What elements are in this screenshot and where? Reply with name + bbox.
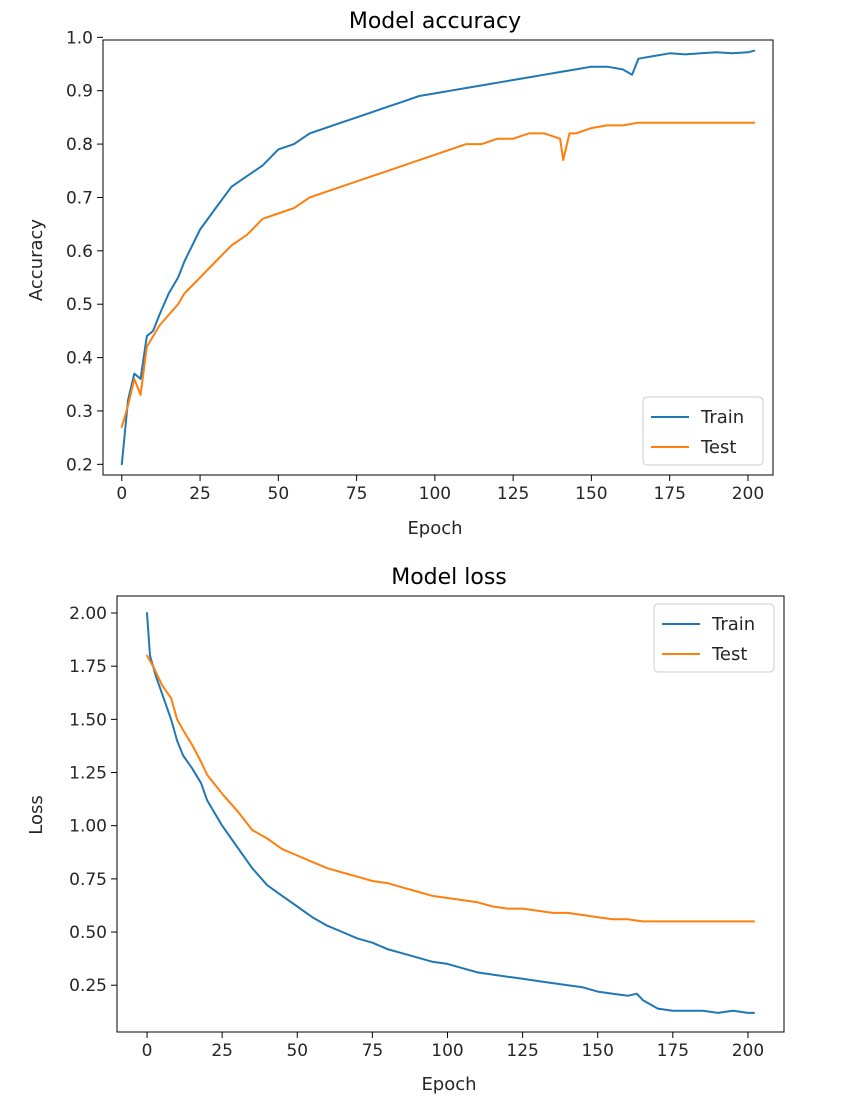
loss-x-axis-label: Epoch (421, 1074, 476, 1095)
loss-plot-area (146, 612, 755, 1014)
loss-chart: Model loss Epoch Loss 0 25 50 75 100 125 150 17… (26, 565, 785, 1095)
accuracy-series-train-line (120, 49, 756, 466)
accuracy-chart: Model accuracy Epoch Accuracy 0 25 50 75 100… (26, 9, 774, 539)
accuracy-x-tick-label-3: 75 (346, 484, 368, 504)
loss-series-train-line (146, 612, 755, 1014)
loss-axes-frame (116, 595, 785, 1033)
loss-x-tick-label-3: 75 (362, 1041, 384, 1061)
accuracy-y-tick-label-7: 0.9 (66, 82, 93, 102)
loss-legend-label-train: Train (711, 614, 755, 635)
accuracy-legend-label-train: Train (700, 407, 744, 428)
accuracy-x-tick-label-1: 25 (189, 484, 211, 504)
accuracy-axes-frame (102, 39, 774, 476)
accuracy-x-tick-label-5: 125 (497, 484, 529, 504)
accuracy-series-test-line (120, 121, 756, 428)
accuracy-legend-label-test: Test (700, 437, 736, 458)
loss-x-tick-label-7: 175 (657, 1041, 689, 1061)
accuracy-x-tick-label-2: 50 (268, 484, 290, 504)
loss-y-tick-label-0: 0.25 (69, 976, 107, 996)
loss-legend: Train Test (653, 603, 775, 673)
loss-chart-title: Model loss (391, 565, 507, 590)
accuracy-y-axis-label: Accuracy (26, 219, 47, 302)
loss-x-tick-label-1: 25 (211, 1041, 233, 1061)
loss-y-tick-label-6: 1.75 (69, 657, 107, 677)
accuracy-y-tick-label-2: 0.4 (66, 349, 93, 369)
accuracy-y-tick-label-0: 0.2 (66, 455, 93, 475)
accuracy-y-tick-label-8: 1.0 (66, 28, 93, 48)
accuracy-x-tick-label-7: 175 (653, 484, 685, 504)
loss-y-tick-label-5: 1.50 (69, 710, 107, 730)
loss-y-tick-label-4: 1.25 (69, 764, 107, 784)
loss-y-tick-label-2: 0.75 (69, 870, 107, 890)
accuracy-x-tick-label-0: 0 (116, 484, 127, 504)
loss-y-tick-label-7: 2.00 (69, 604, 107, 624)
loss-legend-label-test: Test (711, 644, 747, 665)
loss-x-tick-label-2: 50 (286, 1041, 308, 1061)
accuracy-y-tick-label-4: 0.6 (66, 242, 93, 262)
accuracy-x-tick-label-4: 100 (419, 484, 451, 504)
accuracy-ticks: 0 25 50 75 100 125 150 175 200 0.2 0.3 0.4 0.5 0.6 0.7… (66, 28, 764, 504)
loss-y-tick-label-3: 1.00 (69, 817, 107, 837)
accuracy-x-tick-label-8: 200 (732, 484, 764, 504)
accuracy-y-tick-label-3: 0.5 (66, 295, 93, 315)
accuracy-plot-area (120, 49, 756, 466)
accuracy-x-tick-label-6: 150 (575, 484, 607, 504)
accuracy-legend: Train Test (642, 396, 764, 466)
loss-x-tick-label-4: 100 (431, 1041, 463, 1061)
accuracy-x-axis-label: Epoch (407, 518, 462, 539)
loss-y-axis-label: Loss (26, 795, 47, 834)
loss-series-test-line (146, 654, 755, 923)
accuracy-chart-title: Model accuracy (349, 9, 521, 34)
accuracy-y-tick-label-5: 0.7 (66, 188, 93, 208)
loss-x-tick-label-0: 0 (142, 1041, 153, 1061)
accuracy-y-tick-label-1: 0.3 (66, 402, 93, 422)
loss-x-tick-label-8: 200 (732, 1041, 764, 1061)
loss-x-tick-label-6: 150 (581, 1041, 613, 1061)
accuracy-y-tick-label-6: 0.8 (66, 135, 93, 155)
loss-x-tick-label-5: 125 (506, 1041, 538, 1061)
loss-y-tick-label-1: 0.50 (69, 923, 107, 943)
loss-ticks: 0 25 50 75 100 125 150 175 200 0.25 0.50 0.75 1.00 1.… (69, 604, 764, 1061)
